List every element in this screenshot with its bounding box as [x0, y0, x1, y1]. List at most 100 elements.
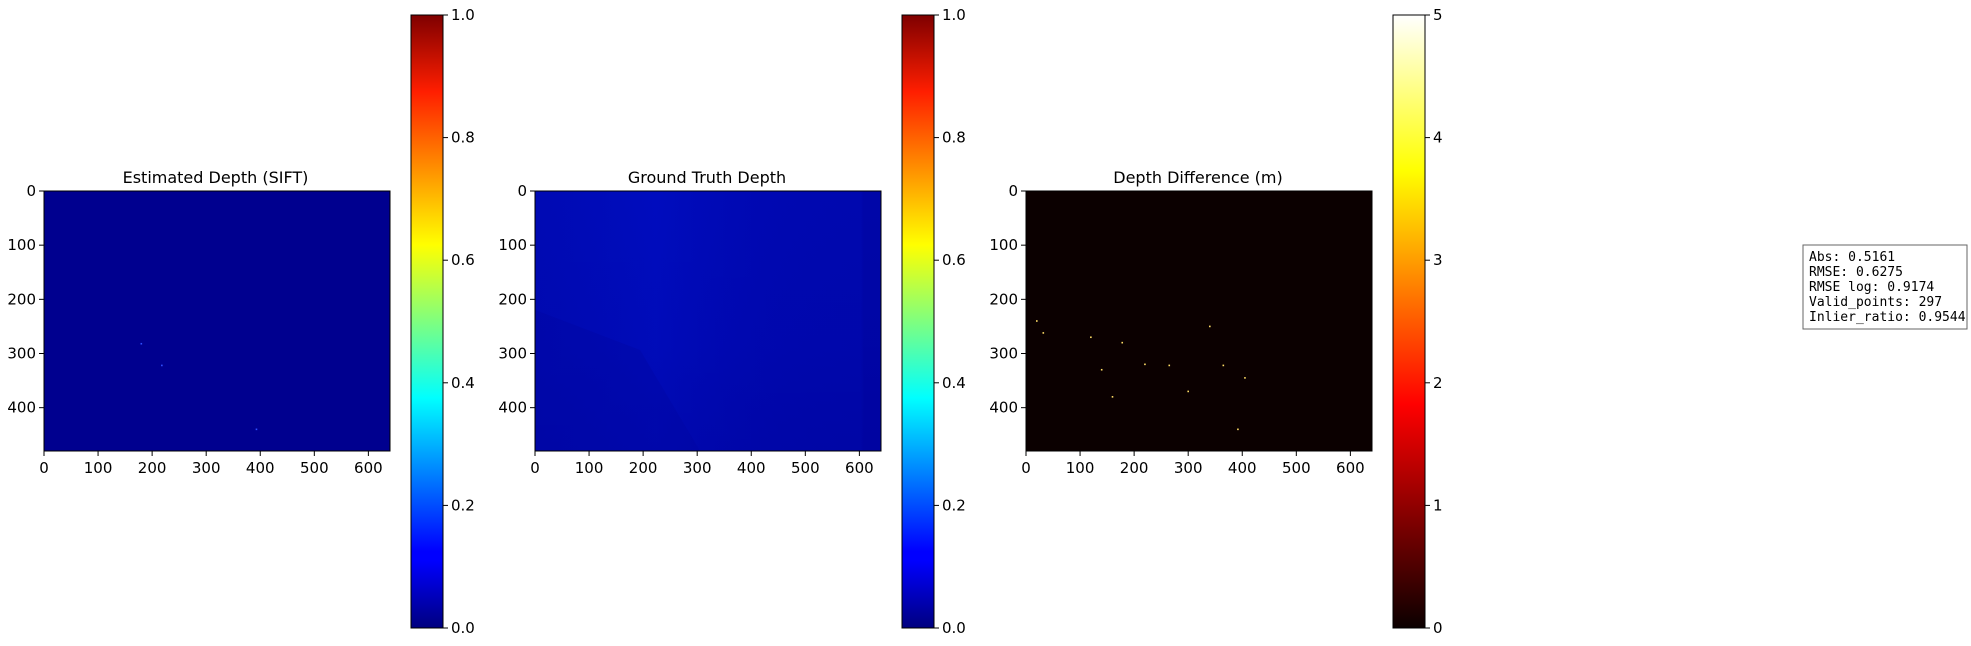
colorbar-tick-label: 3: [1433, 251, 1443, 269]
x-tick-label: 200: [138, 459, 167, 477]
x-tick-label: 600: [1336, 459, 1365, 477]
panel-estimated-depth: Estimated Depth (SIFT) 0 100 200 300 400 500 6…: [7, 6, 475, 637]
colorbar: [901, 14, 935, 629]
y-tick-label: 400: [498, 399, 527, 417]
colorbar-tick-label: 0.4: [942, 374, 966, 392]
x-tick-label: 300: [192, 459, 221, 477]
y-tick-label: 200: [989, 290, 1018, 308]
metric-abs: Abs: 0.5161: [1809, 250, 1895, 265]
data-point: [1111, 396, 1114, 398]
metric-inlier-ratio: Inlier_ratio: 0.9544: [1809, 310, 1966, 325]
data-point: [1222, 364, 1225, 367]
colorbar-tick-label: 1.0: [451, 6, 475, 24]
colorbar-tick-label: 0.8: [942, 129, 966, 147]
x-tick-label: 600: [845, 459, 874, 477]
colorbar-tick-label: 2: [1433, 374, 1443, 392]
panel-title: Estimated Depth (SIFT): [123, 168, 309, 187]
data-point: [1121, 341, 1124, 344]
x-tick-label: 600: [354, 459, 383, 477]
data-point: [1090, 336, 1092, 339]
metrics-box-frame: [1802, 244, 1968, 330]
data-point: [1042, 332, 1045, 334]
data-point: [1244, 377, 1246, 379]
x-ticks: 0 100 200 300 400 500 600: [39, 451, 383, 477]
colorbar: [410, 14, 444, 629]
y-tick-label: 300: [989, 345, 1018, 363]
data-point: [1036, 320, 1038, 322]
y-tick-label: 400: [989, 399, 1018, 417]
colorbar-tick-label: 5: [1433, 6, 1443, 24]
y-tick-label: 0: [1008, 182, 1018, 200]
x-tick-label: 100: [1066, 459, 1095, 477]
y-tick-label: 100: [989, 236, 1018, 254]
y-tick-label: 300: [498, 345, 527, 363]
panel-title: Depth Difference (m): [1113, 168, 1282, 187]
x-tick-label: 300: [683, 459, 712, 477]
x-tick-label: 400: [1228, 459, 1257, 477]
axes-frame: [43, 190, 391, 452]
x-ticks: 0 100 200 300 400 500 600: [1021, 451, 1365, 477]
x-tick-label: 200: [629, 459, 658, 477]
colorbar: [1392, 14, 1426, 629]
data-point: [161, 364, 163, 367]
axes-frame: [1025, 190, 1373, 452]
x-tick-label: 500: [791, 459, 820, 477]
colorbar-tick-label: 0.0: [942, 619, 966, 637]
colorbar-tick-label: 0.6: [451, 251, 475, 269]
y-tick-label: 0: [26, 182, 36, 200]
metrics-box: Abs: 0.5161 RMSE: 0.6275 RMSE log: 0.917…: [1802, 244, 1968, 330]
data-point: [140, 342, 143, 345]
x-tick-label: 500: [300, 459, 329, 477]
x-ticks: 0 100 200 300 400 500 600: [530, 451, 874, 477]
x-tick-label: 100: [575, 459, 604, 477]
data-point: [1144, 363, 1146, 366]
y-ticks: 0 100 200 300 400: [7, 182, 44, 417]
y-tick-label: 0: [517, 182, 527, 200]
y-ticks: 0 100 200 300 400: [989, 182, 1026, 417]
x-tick-label: 0: [1021, 459, 1031, 477]
x-tick-label: 200: [1120, 459, 1149, 477]
y-tick-label: 100: [498, 236, 527, 254]
panel-depth-difference: Depth Difference (m) 0 100 200 300 400 5 0 0 600…: [989, 6, 1442, 637]
panel-ground-truth-depth: Ground Truth Depth 0 100 200 300 400 500 600 0…: [498, 6, 966, 637]
axes-frame: [534, 190, 882, 452]
heatmap-shading: [535, 191, 881, 451]
metric-valid-points: Valid_points: 297: [1809, 295, 1942, 310]
colorbar-ticks: 0 1 2 3 4 5: [1425, 6, 1443, 637]
y-tick-label: 300: [7, 345, 36, 363]
colorbar-tick-label: 1: [1433, 496, 1443, 514]
sparse-points: [1036, 320, 1246, 431]
x-tick-label: 100: [84, 459, 113, 477]
data-point: [1209, 325, 1211, 328]
y-ticks: 0 100 200 300 400: [498, 182, 535, 417]
data-point: [1168, 364, 1171, 367]
y-tick-label: 200: [7, 290, 36, 308]
heatmap-image: [44, 191, 390, 451]
y-tick-label: 200: [498, 290, 527, 308]
colorbar-tick-label: 1.0: [942, 6, 966, 24]
colorbar-tick-label: 0: [1433, 619, 1443, 637]
y-tick-label: 400: [7, 399, 36, 417]
colorbar-tick-label: 0.6: [942, 251, 966, 269]
data-point: [255, 428, 258, 431]
panel-title: Ground Truth Depth: [628, 168, 786, 187]
x-tick-label: 300: [1174, 459, 1203, 477]
colorbar-tick-label: 4: [1433, 129, 1443, 147]
heatmap-image: [1026, 191, 1372, 451]
data-point: [1237, 428, 1239, 431]
x-tick-label: 0: [530, 459, 540, 477]
data-point: [1187, 390, 1189, 393]
colorbar-tick-label: 0.2: [451, 496, 475, 514]
colorbar-tick-label: 0.8: [451, 129, 475, 147]
colorbar-tick-label: 0.0: [451, 619, 475, 637]
data-point: [1100, 368, 1103, 371]
sparse-points: [140, 342, 258, 431]
colorbar-tick-label: 0.4: [451, 374, 475, 392]
x-tick-label: 400: [737, 459, 766, 477]
x-tick-label: 400: [246, 459, 275, 477]
x-tick-label: 0: [39, 459, 49, 477]
colorbar-ticks: 0.0 0.2 0.4 0.6 0.8 1.0: [934, 6, 966, 637]
metric-rmse: RMSE: 0.6275: [1809, 265, 1903, 280]
heatmap-shading: [535, 310, 700, 451]
